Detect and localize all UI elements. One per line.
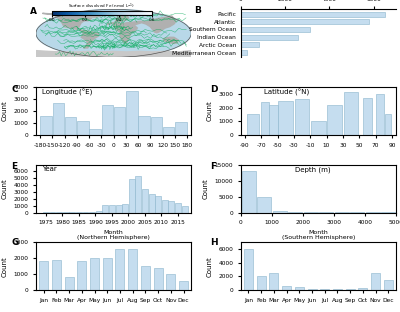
- Bar: [311, 121, 326, 135]
- Bar: [241, 42, 258, 47]
- Bar: [90, 258, 99, 290]
- Bar: [241, 27, 310, 32]
- Bar: [333, 289, 342, 290]
- Bar: [273, 211, 287, 212]
- Bar: [241, 35, 298, 40]
- Bar: [90, 129, 101, 135]
- Bar: [358, 288, 367, 290]
- Bar: [114, 107, 126, 135]
- Bar: [148, 194, 154, 212]
- Bar: [257, 276, 266, 290]
- Bar: [53, 103, 64, 135]
- Bar: [384, 280, 393, 290]
- Text: C: C: [11, 85, 18, 94]
- Title: Month
(Northern Hemisphere): Month (Northern Hemisphere): [77, 230, 150, 241]
- Y-axis label: Count: Count: [203, 178, 209, 199]
- Bar: [155, 196, 161, 212]
- Bar: [344, 92, 358, 135]
- Bar: [179, 280, 188, 290]
- Bar: [376, 94, 384, 135]
- Polygon shape: [107, 15, 137, 43]
- Text: Depth (m): Depth (m): [295, 166, 331, 173]
- Bar: [295, 287, 304, 290]
- Bar: [295, 99, 310, 135]
- Bar: [162, 200, 168, 212]
- Bar: [116, 249, 124, 290]
- Bar: [141, 266, 150, 290]
- Text: B: B: [194, 6, 201, 15]
- Bar: [138, 116, 150, 135]
- Polygon shape: [163, 37, 178, 43]
- Text: F: F: [210, 162, 216, 171]
- Bar: [175, 202, 181, 212]
- Bar: [384, 115, 391, 135]
- Text: E: E: [11, 162, 17, 171]
- Bar: [142, 189, 148, 212]
- Y-axis label: Count: Count: [207, 100, 213, 121]
- Bar: [151, 117, 162, 135]
- Text: D: D: [210, 85, 217, 94]
- Y-axis label: Count: Count: [2, 100, 8, 121]
- Bar: [40, 116, 52, 135]
- Bar: [166, 274, 175, 290]
- Bar: [65, 117, 76, 135]
- Y-axis label: Count: Count: [207, 256, 213, 276]
- Text: H: H: [210, 238, 218, 247]
- Bar: [52, 260, 61, 290]
- Bar: [39, 261, 48, 290]
- Bar: [77, 261, 86, 290]
- Bar: [102, 205, 108, 212]
- Bar: [247, 115, 259, 135]
- Bar: [109, 205, 115, 212]
- Bar: [96, 211, 102, 212]
- Bar: [346, 289, 355, 290]
- Bar: [244, 249, 253, 290]
- Bar: [182, 206, 188, 212]
- Bar: [270, 273, 278, 290]
- Bar: [129, 179, 135, 212]
- Bar: [241, 19, 369, 24]
- Polygon shape: [124, 16, 176, 33]
- Bar: [65, 277, 74, 290]
- Bar: [128, 249, 137, 290]
- Bar: [241, 50, 247, 55]
- Bar: [308, 289, 316, 290]
- Bar: [327, 105, 342, 135]
- Polygon shape: [42, 13, 92, 29]
- Bar: [362, 98, 372, 135]
- Text: G: G: [11, 238, 18, 247]
- Bar: [154, 268, 162, 290]
- Y-axis label: Count: Count: [2, 256, 8, 276]
- Bar: [102, 105, 113, 135]
- Text: Latitude (°N): Latitude (°N): [264, 88, 309, 96]
- Polygon shape: [79, 29, 98, 48]
- Bar: [282, 286, 291, 290]
- Text: A: A: [30, 7, 37, 16]
- Polygon shape: [86, 11, 105, 17]
- Bar: [126, 90, 138, 135]
- Bar: [163, 127, 174, 135]
- Bar: [241, 12, 385, 17]
- Bar: [242, 171, 256, 212]
- Bar: [270, 105, 278, 135]
- Bar: [103, 258, 112, 290]
- Title: Month
(Southern Hemisphere): Month (Southern Hemisphere): [282, 230, 355, 241]
- Bar: [116, 205, 122, 212]
- Polygon shape: [36, 51, 191, 57]
- Bar: [77, 120, 89, 135]
- Text: Year: Year: [42, 166, 57, 172]
- Bar: [371, 273, 380, 290]
- Bar: [261, 102, 270, 135]
- Y-axis label: Count: Count: [2, 178, 8, 199]
- Bar: [278, 101, 293, 135]
- Bar: [168, 201, 174, 212]
- Bar: [122, 204, 128, 212]
- Ellipse shape: [36, 9, 191, 57]
- Text: Longitude (°E): Longitude (°E): [42, 88, 92, 96]
- Bar: [135, 176, 141, 212]
- Bar: [175, 122, 187, 135]
- Bar: [257, 197, 271, 212]
